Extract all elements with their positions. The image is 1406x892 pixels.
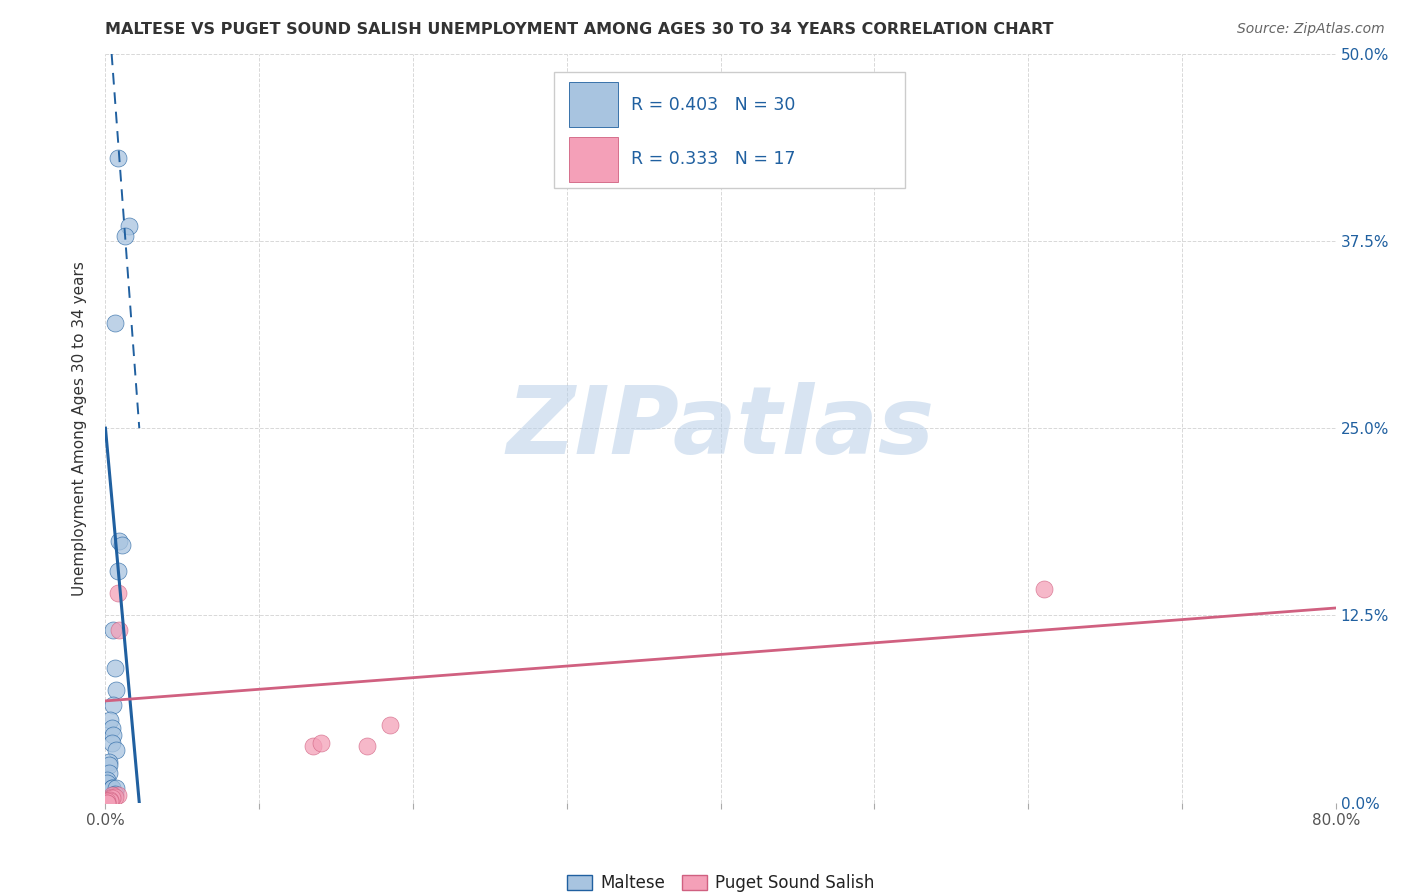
Point [104,787,127,801]
Point [100,721,122,735]
Text: R = 0.333   N = 17: R = 0.333 N = 17 [631,151,796,169]
Point [100,736,122,750]
Point [378,718,401,732]
Point [101,624,124,638]
Text: MALTESE VS PUGET SOUND SALISH UNEMPLOYMENT AMONG AGES 30 TO 34 YEARS CORRELATION: MALTESE VS PUGET SOUND SALISH UNEMPLOYME… [105,22,1054,37]
FancyBboxPatch shape [554,72,905,188]
Point [105,683,128,698]
Point [96,796,118,810]
Point [98,793,121,807]
FancyBboxPatch shape [569,136,619,182]
Point [96,776,118,790]
Text: Source: ZipAtlas.com: Source: ZipAtlas.com [1237,22,1385,37]
Text: ZIPatlas: ZIPatlas [506,382,935,475]
Y-axis label: Unemployment Among Ages 30 to 34 years: Unemployment Among Ages 30 to 34 years [72,260,87,596]
Point [97,794,120,808]
Point [302,739,325,753]
FancyBboxPatch shape [569,82,619,128]
Point [1032,582,1054,596]
Point [101,789,124,803]
Point [107,586,129,600]
Point [108,624,131,638]
Point [96,796,118,810]
Point [108,533,131,548]
Point [105,780,128,795]
Point [104,661,127,675]
Legend: Maltese, Puget Sound Salish: Maltese, Puget Sound Salish [560,867,882,892]
Point [100,791,122,805]
Point [96,796,118,810]
Point [98,791,121,805]
Point [100,780,122,795]
Point [100,789,122,803]
Point [114,229,136,244]
Point [309,736,332,750]
Point [104,316,127,330]
Text: R = 0.403   N = 30: R = 0.403 N = 30 [631,95,796,114]
Point [100,780,122,795]
Point [101,698,124,713]
Point [117,219,139,233]
Point [98,793,121,807]
Point [96,794,118,808]
Point [356,739,378,753]
Point [101,728,124,742]
Point [98,794,121,808]
Point [96,773,118,788]
Point [111,538,134,552]
Point [97,765,120,780]
Point [100,789,122,804]
Point [105,743,128,757]
Point [104,789,127,804]
Point [98,714,121,728]
Point [97,756,120,770]
Point [107,152,129,166]
Point [107,789,129,803]
Point [97,758,120,772]
Point [107,564,129,578]
